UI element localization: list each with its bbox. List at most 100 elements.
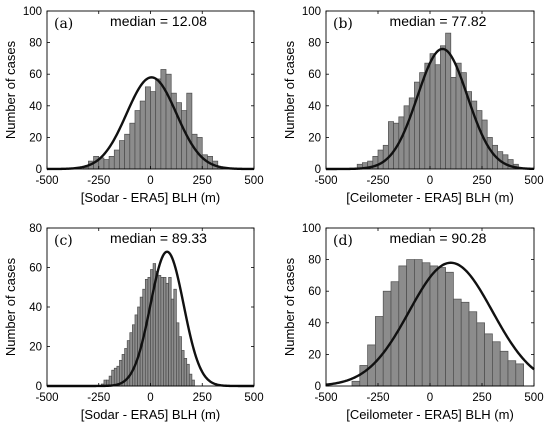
histogram-bar [507,360,517,387]
histogram-bar [406,259,415,387]
histogram-bar [476,322,485,387]
panel-label: (c) [54,233,73,249]
histogram-bar [492,341,501,387]
y-tick-label: 80 [29,38,42,50]
histogram-bar [165,73,172,170]
histogram-bar [484,333,493,387]
y-tick-label: 100 [23,6,42,18]
histogram-bar [188,373,193,387]
y-tick-label: 60 [29,69,42,81]
histogram-bar [150,91,157,170]
histogram-bar [468,311,478,387]
histogram-bar [108,156,115,170]
y-tick-label: 100 [302,6,321,18]
fit-curve [46,76,254,171]
histogram-panel-2: -500 -250 0 250 500 0 20 40 60 80 100 (b) median = 7… [282,6,544,205]
y-tick-label: 0 [315,164,321,176]
histogram-bar [176,322,180,387]
x-tick-label: -500 [35,175,58,187]
x-tick-label: 0 [147,392,153,404]
histogram-bar [388,121,394,170]
y-axis-label: Number of cases [282,40,297,139]
x-tick-label: -500 [35,392,58,404]
x-tick-label: 250 [193,175,212,187]
histogram-bar [124,133,131,170]
y-tick-label: 60 [308,69,321,81]
histogram-bar [157,275,162,387]
y-tick-label: 80 [308,255,321,267]
x-tick-label: 250 [472,392,491,404]
x-tick-label: -500 [314,175,337,187]
x-tick-label: 0 [427,175,433,187]
y-tick-label: 40 [29,302,42,314]
histogram-bar [147,277,151,387]
histogram-bar [460,301,470,387]
panel-label: (d) [333,233,353,249]
histogram-bar [113,149,120,170]
histogram-bar [445,271,454,387]
x-axis-label: [Sodar - ERA5] BLH (m) [81,190,220,205]
y-tick-label: 0 [36,381,42,393]
x-tick-label: -250 [87,392,110,404]
histogram-bar [351,380,361,387]
histogram-bar [359,365,368,387]
histogram-panel-3: -500 -250 0 250 500 0 20 40 60 80 (c) median = 89.3… [3,223,264,422]
y-tick-label: 0 [36,164,42,176]
x-tick-label: 500 [524,392,543,404]
x-tick-label: 500 [244,175,263,187]
median-annotation: median = 12.08 [110,13,207,29]
histogram-bar [129,122,136,170]
histogram-bar [150,269,154,387]
x-tick-label: 500 [524,175,543,187]
histogram-bar [134,110,141,170]
x-tick-label: 0 [147,175,153,187]
fit-curve [326,47,535,171]
histogram-bar [375,316,384,387]
histogram-bar [515,363,524,387]
y-tick-label: 40 [308,101,321,113]
x-tick-label: -250 [87,175,110,187]
histogram-bar [144,86,151,170]
histogram-bar [186,363,190,387]
x-tick-label: 250 [472,175,491,187]
histogram-bar [113,367,118,387]
x-tick-label: 0 [427,392,433,404]
y-tick-label: 20 [29,132,42,144]
histogram-bar [403,105,410,170]
y-axis-label: Number of cases [3,40,18,139]
x-tick-label: -250 [366,392,389,404]
y-tick-label: 40 [308,318,321,330]
median-annotation: median = 90.28 [390,230,487,246]
y-axis-label: Number of cases [282,257,297,356]
histogram-bar [499,350,509,387]
histogram-bar [186,92,193,170]
y-tick-label: 100 [302,223,321,235]
histogram-bar [191,379,195,387]
x-axis-label: [Sodar - ERA5] BLH (m) [81,407,220,422]
histogram-bar [103,159,110,170]
histogram-bar [414,259,423,387]
histogram-bar [111,369,115,387]
panel-label: (b) [333,16,353,32]
histogram-bar [183,358,188,387]
histogram-bar [429,265,439,387]
histogram-bar [163,277,167,387]
x-tick-label: -500 [314,392,337,404]
histogram-bar [377,149,384,170]
histogram-bar [181,350,185,387]
histogram-bar [119,140,125,170]
histogram-bar [165,282,169,387]
fit-curve [325,261,535,386]
histogram-bar [424,62,431,170]
x-axis-label: [Ceilometer - ERA5] BLH (m) [346,190,514,205]
histogram-panel-1: -500 -250 0 250 500 0 20 40 60 80 100 (a) median = 1… [3,6,264,205]
histogram-bar [437,267,446,387]
histogram-bar [181,110,188,170]
y-axis-label: Number of cases [3,257,18,356]
histogram-bar [429,53,436,170]
histogram-bar [168,277,172,387]
median-annotation: median = 89.33 [110,230,207,246]
y-tick-label: 20 [308,132,321,144]
x-tick-label: 250 [193,392,212,404]
